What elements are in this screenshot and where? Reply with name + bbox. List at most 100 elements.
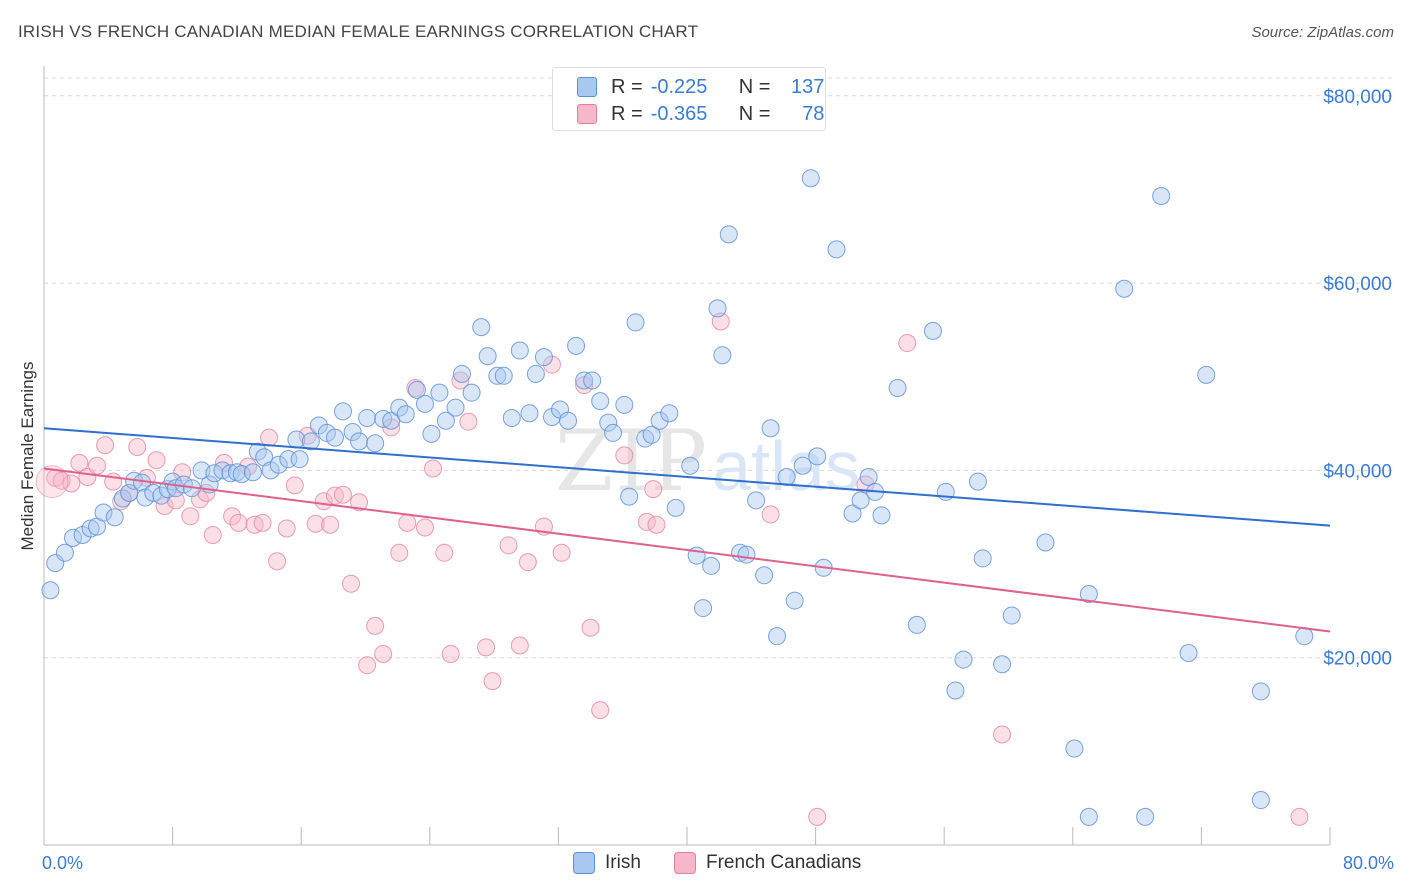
irish-point bbox=[366, 434, 385, 453]
irish-point bbox=[1002, 606, 1021, 625]
legend-row-irish: R = -0.225 N = 137 bbox=[577, 74, 824, 100]
french-canadian-point bbox=[761, 505, 780, 524]
irish-point bbox=[534, 348, 553, 367]
irish-point bbox=[1065, 739, 1084, 758]
y-tick-labels: $20,000 $40,000 $60,000 $80,000 bbox=[1323, 87, 1392, 670]
irish-point bbox=[407, 380, 426, 399]
axes bbox=[43, 66, 1331, 846]
french-canadian-point bbox=[581, 618, 600, 637]
irish-point bbox=[446, 398, 465, 417]
irish-point bbox=[583, 371, 602, 390]
irish-point bbox=[333, 402, 352, 421]
irish-point bbox=[708, 299, 727, 318]
stats-legend: R = -0.225 N = 137 R = -0.365 N = 78 bbox=[552, 67, 826, 131]
french-canadian-point bbox=[398, 513, 417, 532]
irish-point bbox=[1136, 807, 1155, 826]
irish-point bbox=[255, 448, 274, 467]
french-canadian-point bbox=[644, 480, 663, 499]
irish-point bbox=[872, 506, 891, 525]
irish-point bbox=[1152, 187, 1171, 205]
bottom-legend-label-irish: Irish bbox=[605, 852, 641, 873]
french-canadian-point bbox=[441, 644, 460, 663]
bottom-legend-french: French Canadians bbox=[674, 852, 861, 874]
french-canadian-point bbox=[342, 574, 361, 593]
irish-point bbox=[1295, 627, 1314, 646]
irish-point bbox=[923, 321, 942, 340]
irish-point bbox=[243, 463, 262, 482]
french-canadian-point bbox=[314, 492, 333, 511]
french-canadian-point bbox=[203, 526, 222, 545]
french-canadian-point bbox=[374, 644, 393, 663]
french-canadian-point bbox=[285, 476, 304, 495]
french-canadian-point bbox=[147, 451, 166, 470]
irish-point bbox=[768, 627, 787, 646]
irish-point bbox=[993, 655, 1012, 674]
french-canadian-point bbox=[96, 436, 115, 455]
irish-point bbox=[843, 504, 862, 523]
irish-point bbox=[591, 392, 610, 411]
irish-point bbox=[747, 491, 766, 510]
trend-lines bbox=[43, 427, 1331, 633]
french-canadian-point bbox=[306, 514, 325, 533]
french-canadian-point bbox=[128, 437, 147, 456]
french-canadian-point bbox=[459, 412, 478, 431]
french-canadian-point bbox=[229, 513, 248, 532]
irish-point bbox=[494, 366, 513, 385]
irish-point bbox=[350, 432, 369, 451]
irish-point bbox=[488, 366, 507, 385]
irish-point bbox=[436, 411, 455, 430]
irish-point bbox=[1179, 644, 1198, 663]
irish-point bbox=[415, 394, 434, 413]
irish-point bbox=[973, 549, 992, 568]
french-canadian-point bbox=[239, 457, 258, 476]
bottom-legend-label-french: French Canadians bbox=[706, 852, 862, 873]
x-axis-max-label: 80.0% bbox=[1342, 853, 1394, 873]
irish-point bbox=[152, 486, 171, 505]
chart-title: IRISH VS FRENCH CANADIAN MEDIAN FEMALE E… bbox=[18, 22, 699, 41]
french-canadian-point bbox=[70, 453, 89, 472]
irish-point bbox=[1251, 682, 1270, 701]
irish-point bbox=[358, 408, 377, 427]
y-tick-label: $20,000 bbox=[1323, 649, 1392, 670]
irish-point bbox=[604, 423, 623, 442]
irish-point bbox=[452, 364, 471, 383]
french-canadian-point bbox=[333, 485, 352, 504]
irish-point bbox=[626, 313, 645, 332]
irish-point bbox=[567, 336, 586, 355]
legend-swatch-french bbox=[577, 104, 597, 124]
irish-point bbox=[430, 383, 449, 402]
irish-point bbox=[478, 347, 497, 366]
irish-point bbox=[793, 456, 812, 475]
irish-point bbox=[888, 378, 907, 397]
legend-r-label: R = bbox=[611, 75, 643, 98]
irish-point bbox=[55, 543, 74, 562]
irish-point bbox=[1079, 807, 1098, 826]
irish-point bbox=[737, 545, 756, 564]
irish-point bbox=[666, 498, 685, 517]
legend-n-label: N = bbox=[738, 102, 771, 125]
irish-point bbox=[801, 169, 820, 188]
irish-point bbox=[1036, 533, 1055, 552]
legend-n-label: N = bbox=[738, 75, 771, 98]
irish-point bbox=[343, 423, 362, 441]
french-canadian-point bbox=[435, 543, 454, 562]
french-canadian-point bbox=[591, 701, 610, 720]
french-canadian-point bbox=[424, 459, 443, 478]
irish-point bbox=[599, 413, 618, 432]
french-canadian-point bbox=[253, 513, 272, 532]
irish-point bbox=[827, 240, 846, 259]
legend-n-value: 137 bbox=[791, 75, 825, 98]
irish-point bbox=[808, 447, 827, 466]
legend-row-french: R = -0.365 N = 78 bbox=[577, 101, 824, 127]
irish-point bbox=[620, 487, 639, 506]
y-tick-label: $60,000 bbox=[1323, 274, 1392, 295]
irish-point bbox=[968, 472, 987, 491]
irish-point bbox=[785, 591, 804, 610]
legend-r-value: -0.365 bbox=[650, 102, 708, 125]
irish-point bbox=[520, 404, 539, 423]
irish-point bbox=[301, 432, 320, 451]
french-canadian-point bbox=[298, 426, 317, 445]
french-canadian-point bbox=[260, 428, 279, 447]
french-canadian-point bbox=[808, 807, 827, 826]
